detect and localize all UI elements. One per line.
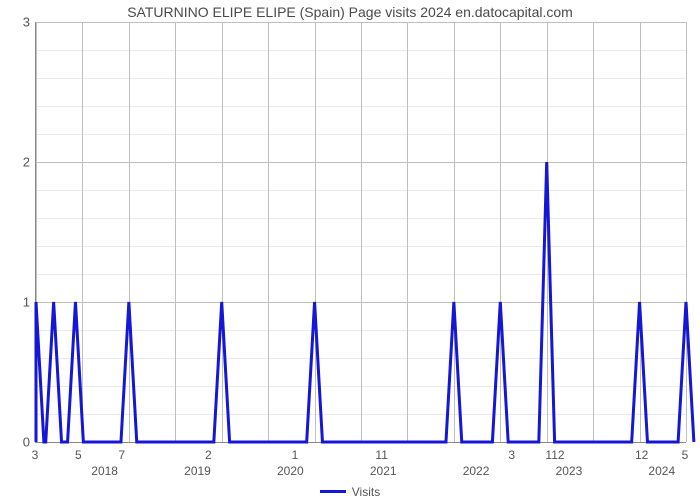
x-value-label: 112 <box>545 448 564 462</box>
x-year-label: 2022 <box>463 464 490 478</box>
legend-swatch <box>320 490 346 493</box>
x-value-label: 3 <box>508 448 515 462</box>
plot-area <box>35 22 686 443</box>
x-year-label: 2024 <box>648 464 675 478</box>
y-tick-label: 3 <box>10 15 30 30</box>
x-year-label: 2020 <box>277 464 304 478</box>
x-value-label: 11 <box>375 448 387 462</box>
x-value-label: 2 <box>205 448 212 462</box>
x-year-label: 2021 <box>370 464 397 478</box>
x-value-label: 12 <box>635 448 648 462</box>
y-tick-label: 2 <box>10 155 30 170</box>
x-value-label: 7 <box>118 448 125 462</box>
legend: Visits <box>0 484 700 499</box>
y-tick-label: 0 <box>10 435 30 450</box>
visits-line <box>36 22 686 442</box>
chart-title: SATURNINO ELIPE ELIPE (Spain) Page visit… <box>0 4 700 20</box>
x-value-label: 5 <box>75 448 82 462</box>
x-year-label: 2023 <box>556 464 583 478</box>
x-year-label: 2019 <box>184 464 211 478</box>
x-year-label: 2018 <box>91 464 118 478</box>
x-value-label: 5 <box>682 448 689 462</box>
legend-label: Visits <box>352 485 380 499</box>
x-value-label: 3 <box>32 448 39 462</box>
y-tick-label: 1 <box>10 295 30 310</box>
x-value-label: 1 <box>292 448 299 462</box>
